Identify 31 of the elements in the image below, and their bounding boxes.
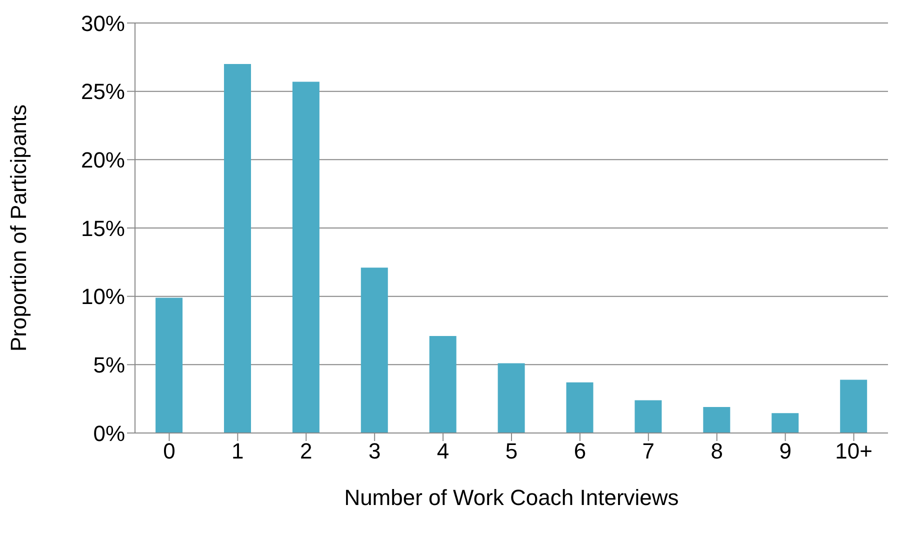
bar [566,382,594,433]
bar [498,363,525,433]
x-axis-title: Number of Work Coach Interviews [344,485,679,510]
bar [772,413,799,433]
y-axis-title: Proportion of Participants [6,104,31,352]
x-tick-label: 3 [368,438,381,464]
bar [360,268,388,433]
y-tick-label: 5% [93,352,125,378]
x-tick-label: 7 [642,438,655,464]
bar [703,407,730,433]
y-tick-label: 25% [80,79,125,104]
bar [634,400,662,433]
y-tick-label: 30% [80,10,125,36]
bar [292,82,320,433]
y-tick-label: 15% [80,216,125,241]
y-tick-label: 0% [93,420,125,446]
x-tick-label: 10+ [835,438,872,464]
x-tick-label: 2 [300,438,312,464]
bar [840,380,868,433]
y-tick-label: 10% [80,284,125,310]
x-tick-label: 4 [436,438,450,464]
x-tick-label: 0 [163,438,176,464]
y-tick-label: 20% [80,147,125,172]
x-tick-label: 6 [574,438,586,464]
x-tick-label: 1 [232,438,244,464]
x-tick-label: 5 [505,438,518,464]
bar [224,64,251,433]
bar [429,336,456,433]
x-tick-label: 9 [779,438,792,464]
x-tick-label: 8 [710,438,723,464]
bar [156,298,183,433]
